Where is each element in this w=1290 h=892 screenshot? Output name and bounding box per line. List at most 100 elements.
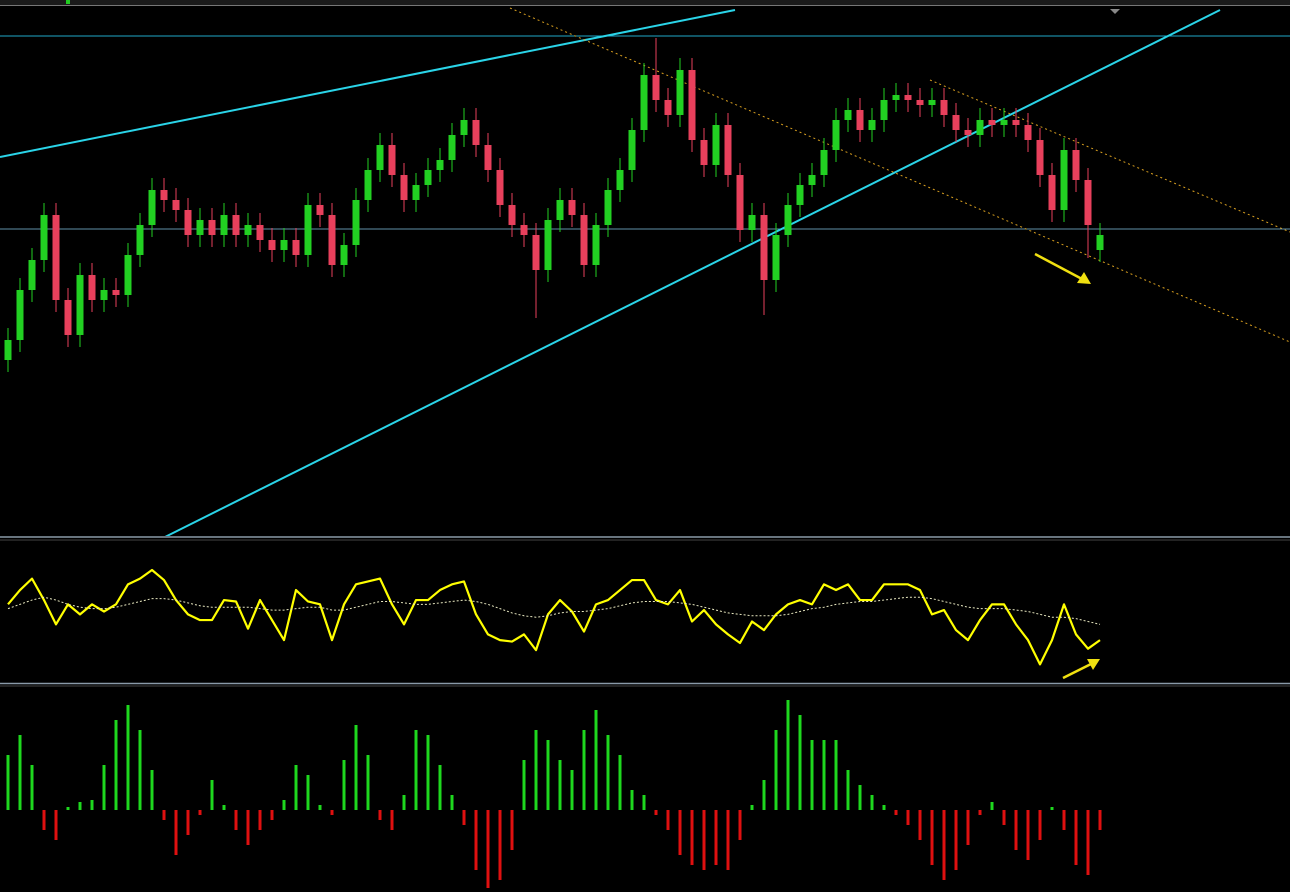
candle-body — [568, 200, 576, 215]
price-panel — [4, 38, 1104, 372]
candle-body — [916, 100, 924, 105]
scroll-marker — [1110, 9, 1120, 14]
candle-body — [52, 215, 60, 300]
candle-body — [724, 125, 732, 175]
histogram-bar — [714, 810, 718, 865]
candle-body — [208, 220, 216, 235]
annotation-arrow — [1062, 659, 1100, 680]
candle-body — [832, 120, 840, 150]
trend-line — [0, 9, 736, 158]
candle-body — [748, 215, 756, 230]
histogram-bar — [462, 810, 466, 825]
candle-body — [484, 145, 492, 170]
candle-body — [460, 120, 468, 135]
histogram-bar — [522, 760, 526, 810]
histogram-bar — [210, 780, 214, 810]
candle-body — [964, 130, 972, 135]
candle-body — [544, 220, 552, 270]
candle-body — [244, 225, 252, 235]
candle-body — [412, 185, 420, 200]
histogram-bar — [534, 730, 538, 810]
candle-body — [232, 215, 240, 235]
candle-body — [88, 275, 96, 300]
candle-body — [856, 110, 864, 130]
histogram-bar — [594, 710, 598, 810]
candle-body — [184, 210, 192, 235]
histogram-bar — [6, 755, 10, 810]
candle-body — [664, 100, 672, 115]
histogram-bar — [318, 805, 322, 810]
candle-body — [472, 120, 480, 145]
histogram-bar — [414, 730, 418, 810]
histogram-bar — [306, 775, 310, 810]
histogram-bar — [390, 810, 394, 830]
candle-body — [892, 95, 900, 100]
candle-body — [772, 235, 780, 280]
candle-body — [1060, 150, 1068, 210]
histogram-bar — [630, 790, 634, 810]
histogram-bar — [942, 810, 946, 880]
candle-body — [880, 100, 888, 120]
histogram-bar — [606, 735, 610, 810]
candle-body — [148, 190, 156, 225]
candle-body — [268, 240, 276, 250]
candle-body — [520, 225, 528, 235]
histogram-bar — [558, 760, 562, 810]
histogram-bar — [342, 760, 346, 810]
candle-body — [112, 290, 120, 295]
histogram-bar — [378, 810, 382, 820]
candle-body — [628, 130, 636, 170]
candle-body — [4, 340, 12, 360]
histogram-bar — [690, 810, 694, 865]
candle-body — [700, 140, 708, 165]
candle-body — [16, 290, 24, 340]
candle-body — [640, 75, 648, 130]
histogram-bar — [666, 810, 670, 830]
histogram-bar — [138, 730, 142, 810]
oscillator-panel — [7, 568, 1101, 666]
histogram-bar — [894, 810, 898, 815]
candle-body — [808, 175, 816, 185]
histogram-panel — [6, 700, 1102, 888]
histogram-bar — [282, 800, 286, 810]
histogram-bar — [426, 735, 430, 810]
histogram-bar — [954, 810, 958, 870]
candle-body — [448, 135, 456, 160]
candle-body — [1096, 235, 1104, 250]
histogram-bar — [1038, 810, 1042, 840]
histogram-bar — [978, 810, 982, 815]
histogram-bar — [150, 770, 154, 810]
candle-body — [676, 70, 684, 115]
histogram-bar — [678, 810, 682, 855]
histogram-bar — [30, 765, 34, 810]
candle-body — [376, 145, 384, 170]
candle-body — [160, 190, 168, 200]
histogram-bar — [798, 715, 802, 810]
candle-body — [280, 240, 288, 250]
candle-body — [124, 255, 132, 295]
histogram-bar — [126, 705, 130, 810]
histogram-bar — [330, 810, 334, 815]
histogram-bar — [930, 810, 934, 865]
candle-body — [496, 170, 504, 205]
histogram-bar — [246, 810, 250, 845]
histogram-bar — [822, 740, 826, 810]
histogram-bar — [846, 770, 850, 810]
histogram-bar — [450, 795, 454, 810]
histogram-bar — [66, 807, 70, 810]
candle-body — [1036, 140, 1044, 175]
histogram-bar — [1074, 810, 1078, 865]
histogram-bar — [186, 810, 190, 835]
candle-body — [316, 205, 324, 215]
histogram-bar — [654, 810, 658, 815]
histogram-bar — [90, 800, 94, 810]
candle-body — [928, 100, 936, 105]
histogram-bar — [918, 810, 922, 840]
histogram-bar — [990, 802, 994, 810]
histogram-bar — [18, 735, 22, 810]
candle-body — [256, 225, 264, 240]
separator-bg — [0, 536, 1290, 540]
candle-body — [64, 300, 72, 335]
candle-body — [40, 215, 48, 260]
histogram-bar — [1014, 810, 1018, 850]
